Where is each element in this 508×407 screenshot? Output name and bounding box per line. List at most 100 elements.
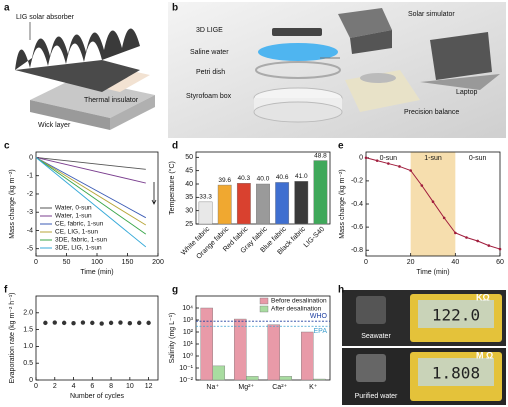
bar <box>256 183 270 225</box>
x-tick-label: 10 <box>126 383 134 390</box>
y-tick-label: 1.0 <box>23 343 33 350</box>
y-tick-label: 10⁻² <box>179 377 193 384</box>
y-tick-label: 10² <box>183 329 194 336</box>
plot-frame <box>35 295 159 381</box>
point <box>118 320 123 325</box>
y-tick-label: 1.5 <box>23 326 33 333</box>
legend-label: 3DE, LIG, 1-sun <box>55 245 102 252</box>
bar <box>200 307 213 381</box>
image-label: Solar simulator <box>408 11 455 18</box>
x-tick-label: 8 <box>109 383 113 390</box>
image-label: Precision balance <box>404 109 459 116</box>
y-tick-label: 10⁻¹ <box>179 365 193 372</box>
x-tick-label: 2 <box>53 383 57 390</box>
bar <box>313 160 328 225</box>
reference-label: EPA <box>314 328 328 335</box>
image-label: LIG solar absorber <box>16 14 75 21</box>
legend-label: After desalination <box>271 306 322 313</box>
bar <box>313 378 326 381</box>
legend-label: Water, 1-sun <box>55 213 92 220</box>
y-tick-label: -4 <box>27 227 33 234</box>
legend-swatch <box>259 305 269 313</box>
bar <box>236 182 251 225</box>
point <box>80 320 86 325</box>
panel-label: a <box>4 3 10 14</box>
image-label: Laptop <box>456 89 478 96</box>
y-tick-label: 10⁴ <box>182 305 193 312</box>
panel-label: h <box>338 285 344 296</box>
point <box>127 321 133 326</box>
image-label: Styrofoam box <box>186 93 232 100</box>
reference-label: WHO <box>310 313 328 320</box>
bar <box>217 184 232 225</box>
y-tick-label: 2.0 <box>23 310 33 317</box>
point <box>108 320 114 326</box>
meter-unit: M Ω <box>476 350 493 360</box>
meter-reading: 1.808 <box>432 364 480 383</box>
legend-label: 3DE, fabric, 1-sun <box>55 237 107 244</box>
x-axis-label: Time (min) <box>416 269 449 276</box>
y-tick-label: -5 <box>27 246 33 253</box>
point <box>52 320 57 325</box>
bar <box>267 324 280 381</box>
y-tick-label: 30 <box>185 208 193 215</box>
arrow <box>151 182 157 205</box>
x-tick-label: 100 <box>91 259 103 266</box>
y-tick-label: 45 <box>185 168 193 175</box>
bar <box>233 318 247 381</box>
x-tick-label: 40 <box>451 259 459 266</box>
y-tick-label: -0.6 <box>351 224 363 231</box>
value-label: 33.3 <box>199 194 212 201</box>
y-tick-label: -0.2 <box>351 178 363 185</box>
y-tick-label: 10¹ <box>183 341 194 348</box>
x-tick-label: Na⁺ <box>206 384 219 391</box>
panel-label: d <box>172 141 178 152</box>
line <box>35 157 147 219</box>
x-tick-label: 0 <box>34 259 38 266</box>
legend-label: Water, 0-sun <box>55 205 92 212</box>
region-shade <box>410 152 456 256</box>
bar <box>294 181 309 225</box>
y-axis-label: Temperature (°C) <box>168 161 176 215</box>
legend-label: Before desalination <box>271 298 327 305</box>
point <box>71 321 76 326</box>
bar <box>198 201 213 225</box>
y-axis-label: Salinity (mg L⁻¹) <box>169 313 176 364</box>
y-tick-label: -0.8 <box>351 247 363 254</box>
image-label: Thermal insulator <box>84 97 139 104</box>
meter-reading: 122.0 <box>432 306 480 325</box>
point <box>137 320 142 326</box>
value-label: 48.8 <box>314 152 327 159</box>
x-tick-label: 12 <box>145 383 153 390</box>
line <box>35 157 147 235</box>
x-tick-label: 200 <box>152 259 164 266</box>
value-label: 40.0 <box>257 176 270 183</box>
meter-unit: KΩ <box>476 292 490 302</box>
panel-a-illustration: LIG solar absorber Thermal insulator Wic… <box>15 14 155 130</box>
point <box>61 320 67 326</box>
panel-b-illustration: 3D LIGE Saline water Petri dish Styrofoa… <box>168 2 506 138</box>
value-label: 39.6 <box>218 177 231 184</box>
line <box>35 157 146 184</box>
x-tick-label: 60 <box>496 259 504 266</box>
point <box>90 320 95 326</box>
value-label: 40.3 <box>238 175 251 182</box>
bar <box>279 376 293 381</box>
y-axis-label: Mass change (kg m⁻²) <box>9 169 16 238</box>
bar <box>212 365 226 381</box>
line <box>35 157 146 170</box>
y-tick-label: -0.4 <box>351 201 363 208</box>
image-label: Petri dish <box>196 69 225 76</box>
legend-label: CE, fabric, 1-sun <box>55 221 104 228</box>
line <box>35 157 147 248</box>
y-tick-label: 10³ <box>183 317 194 324</box>
x-tick-label: Ca²⁺ <box>272 384 287 391</box>
panel-label: f <box>4 285 8 296</box>
y-axis-label: Mass change (kg m⁻²) <box>339 169 346 238</box>
x-tick-label: 0 <box>34 383 38 390</box>
region-label: 1-sun <box>424 155 442 162</box>
y-tick-label: 35 <box>185 194 193 201</box>
photo-label: Seawater <box>361 333 391 340</box>
region-label: 0-sun <box>380 155 398 162</box>
